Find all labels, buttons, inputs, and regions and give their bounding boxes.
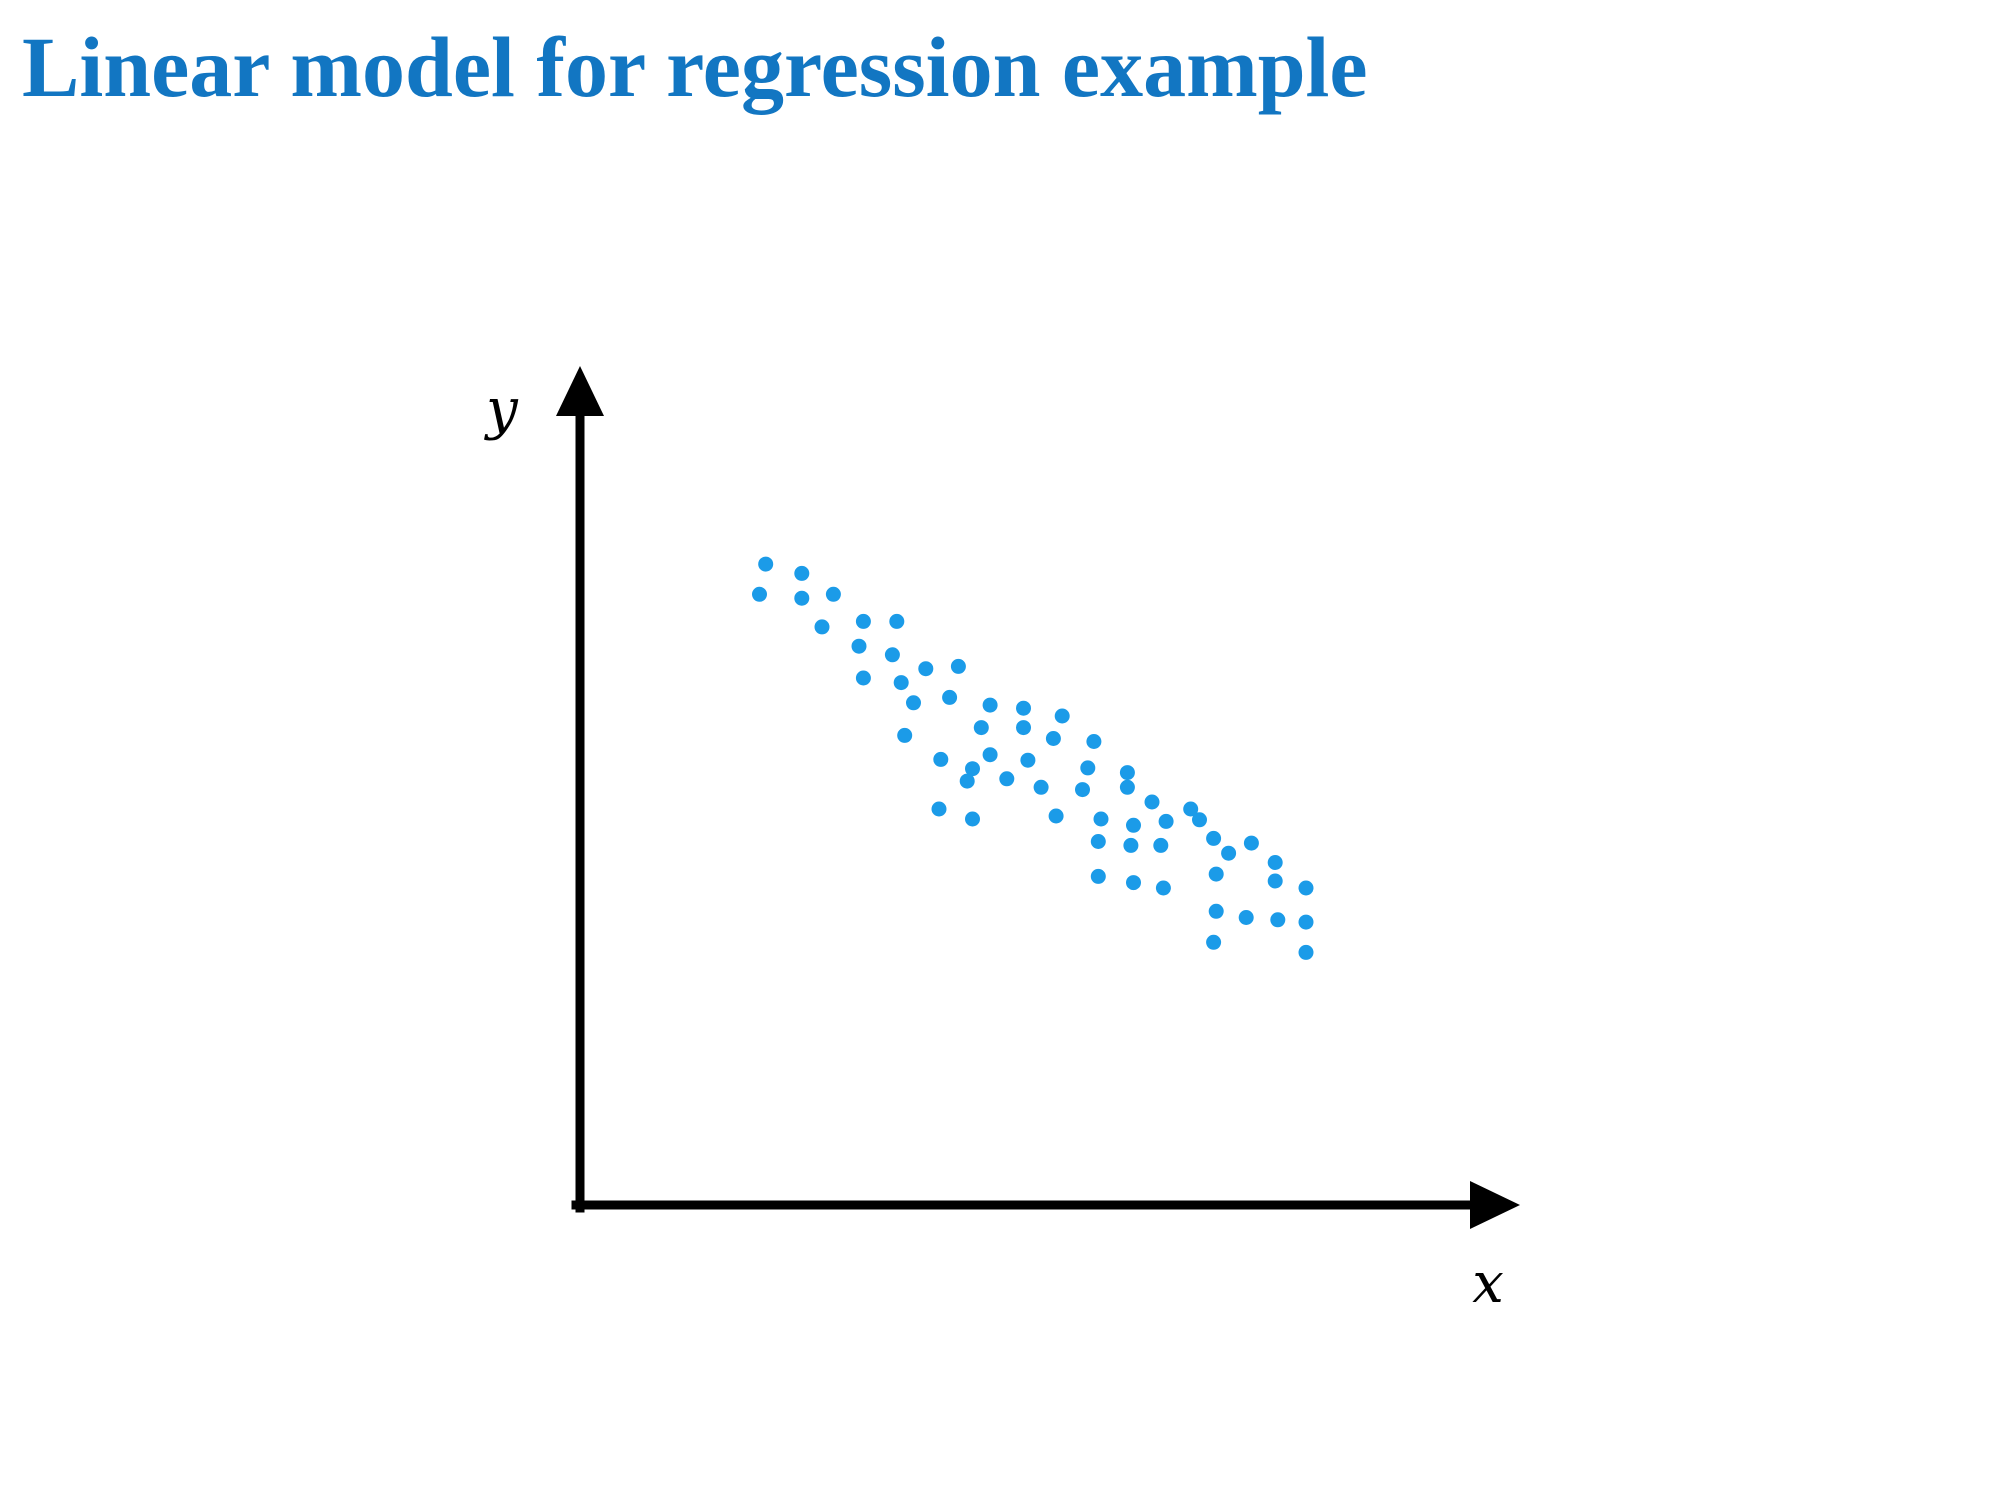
- data-point: [982, 747, 998, 763]
- data-point: [825, 586, 841, 602]
- data-point: [1054, 708, 1070, 724]
- data-point: [855, 670, 871, 686]
- data-point: [1080, 760, 1096, 776]
- data-point: [906, 695, 921, 711]
- data-point: [758, 556, 774, 572]
- data-point: [1208, 866, 1224, 882]
- data-point: [1090, 834, 1106, 849]
- data-point: [1206, 934, 1222, 950]
- data-point: [933, 751, 949, 767]
- data-point: [1020, 752, 1036, 768]
- data-point: [1086, 734, 1102, 749]
- scatter-points: [752, 556, 1314, 960]
- data-point: [1221, 845, 1237, 861]
- data-point: [950, 658, 966, 674]
- data-point: [1153, 837, 1169, 853]
- x-axis-label: x: [1472, 1251, 1504, 1316]
- data-point: [1298, 944, 1314, 960]
- data-point: [942, 689, 958, 705]
- data-point: [1045, 731, 1061, 746]
- data-point: [973, 720, 989, 736]
- data-point: [1144, 794, 1160, 810]
- data-point: [893, 675, 909, 691]
- data-point: [1126, 875, 1141, 891]
- data-point: [1158, 813, 1174, 829]
- data-point: [794, 590, 810, 606]
- data-point: [794, 565, 810, 581]
- data-point: [1270, 912, 1286, 928]
- data-point: [1238, 910, 1254, 925]
- data-point: [1298, 914, 1314, 930]
- data-point: [889, 613, 905, 629]
- slide-title: Linear model for regression example: [22, 19, 1368, 115]
- data-point: [965, 761, 980, 777]
- y-axis-label: y: [483, 377, 519, 442]
- data-point: [855, 613, 871, 629]
- data-point: [959, 773, 975, 789]
- data-point: [1126, 817, 1141, 833]
- data-point: [1267, 873, 1283, 889]
- data-point: [1093, 811, 1109, 827]
- data-point: [999, 771, 1015, 787]
- data-point: [1075, 782, 1090, 798]
- data-point: [1298, 880, 1314, 896]
- data-point: [1208, 903, 1224, 919]
- data-point: [884, 647, 900, 663]
- data-point: [1192, 812, 1207, 828]
- data-point: [1119, 765, 1135, 781]
- data-point: [965, 811, 980, 827]
- data-point: [1119, 779, 1135, 795]
- data-point: [1267, 855, 1283, 870]
- data-point: [1183, 801, 1199, 817]
- y-axis-arrowhead: [556, 366, 604, 416]
- data-point: [918, 661, 934, 677]
- data-point: [982, 697, 998, 713]
- data-point: [931, 801, 947, 817]
- x-axis-arrowhead: [1470, 1181, 1520, 1229]
- data-point: [1048, 808, 1064, 824]
- data-point: [814, 619, 830, 635]
- data-point: [897, 727, 913, 743]
- data-point: [851, 638, 867, 654]
- data-point: [1016, 700, 1031, 716]
- data-point: [1155, 880, 1171, 896]
- data-point: [1033, 779, 1049, 795]
- data-point: [1123, 837, 1139, 853]
- data-point: [1243, 835, 1259, 851]
- data-point: [1016, 720, 1031, 736]
- data-point: [1206, 830, 1222, 846]
- data-point: [752, 586, 767, 602]
- data-point: [1090, 868, 1106, 884]
